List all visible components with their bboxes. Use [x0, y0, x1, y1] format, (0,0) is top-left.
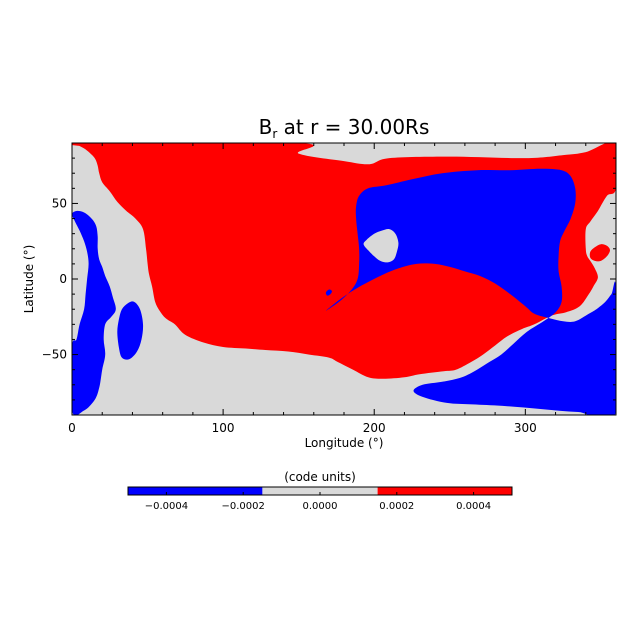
y-tick-label: 50	[52, 196, 67, 210]
colorbar-title: (code units)	[284, 470, 356, 484]
colorbar-segment	[377, 487, 512, 495]
colorbar-ticks: −0.0004 −0.0002 0.0000 0.0002 0.0004	[145, 492, 491, 512]
colorbar-tick-label: 0.0000	[303, 501, 338, 512]
x-tick-label: 200	[363, 421, 386, 435]
region-blue-dot	[325, 289, 332, 296]
colorbar-segment	[128, 487, 263, 495]
colorbar-tick-label: −0.0002	[222, 501, 265, 512]
y-tick-label: 0	[59, 272, 67, 286]
x-tick-label: 100	[212, 421, 235, 435]
y-axis-label: Latitude (°)	[22, 245, 36, 314]
y-tick-label: −50	[42, 348, 67, 362]
region-red-blob-east	[589, 244, 610, 262]
colorbar-segment	[262, 487, 378, 495]
title-rest: at r = 30.00Rs	[277, 115, 429, 139]
x-axis-label: Longitude (°)	[305, 436, 384, 450]
chart-title: Br at r = 30.00Rs	[259, 115, 430, 141]
region-blue-main	[325, 168, 616, 415]
x-tick-label: 300	[514, 421, 537, 435]
region-blue-inlet	[117, 301, 144, 360]
region-blue-west	[72, 210, 116, 415]
colorbar: (code units) −0.0004 −0.0002 0.0000 0.0002 0…	[127, 470, 513, 512]
region-grey-ring-blob	[363, 228, 399, 263]
colorbar-tick-label: −0.0004	[145, 501, 188, 512]
axis-ticks: 0 100 200 300 −50 0 50	[42, 143, 617, 435]
x-tick-label: 0	[68, 421, 76, 435]
colorbar-segments	[128, 487, 512, 495]
colorbar-tick-label: 0.0002	[379, 501, 414, 512]
title-main: B	[259, 115, 273, 139]
colorbar-tick-label: 0.0004	[456, 501, 491, 512]
plot-area: 0 100 200 300 −50 0 50	[42, 142, 617, 435]
title-subscript: r	[272, 127, 277, 141]
contour-regions	[72, 143, 616, 415]
